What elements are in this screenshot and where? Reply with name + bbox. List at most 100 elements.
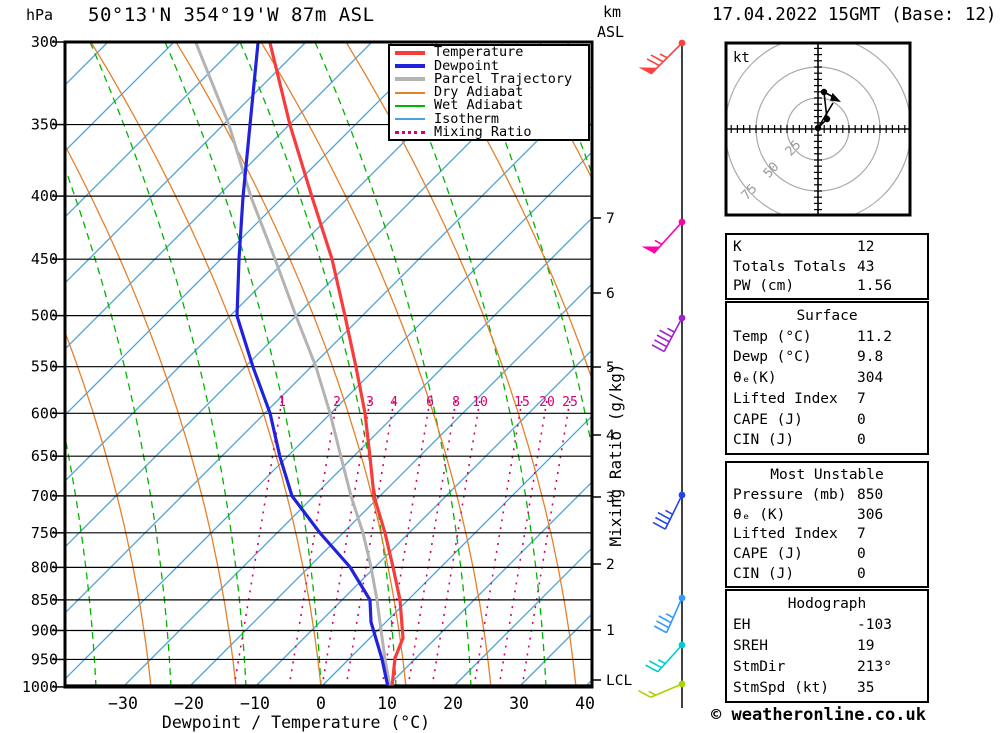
table-row: Pressure (mb) 850 [733, 487, 921, 503]
isotherm-line [254, 350, 591, 687]
row-label: CAPE (J) [733, 546, 803, 563]
temp-tick-label: −20 [174, 694, 204, 713]
table-row: CAPE (J) 0 [733, 412, 921, 428]
legend-item: Isotherm [395, 112, 588, 126]
table-row: Dewp (°C) 9.8 [733, 349, 921, 365]
row-value: 9.8 [857, 349, 884, 366]
temperature-curve [268, 43, 405, 687]
dewpoint-curve [235, 43, 390, 687]
mixing-ratio-value: 10 [472, 395, 488, 410]
hodograph-arrow-head [830, 92, 841, 102]
mixing-ratio-line [498, 399, 548, 687]
table-row: θₑ (K) 306 [733, 507, 921, 523]
isotherm-line [66, 43, 306, 283]
table-title: Surface [796, 307, 858, 324]
mixing-ratio-value: 2 [333, 395, 341, 410]
wet-adiabat-line [239, 43, 397, 687]
km-tick-label: 5 [606, 360, 615, 376]
row-label: CIN (J) [733, 566, 795, 583]
legend-swatch-parcel-trajectory [395, 77, 425, 82]
row-label: K [733, 238, 742, 255]
pressure-tick-label: 800 [31, 558, 58, 576]
row-label: θₑ(K) [733, 370, 777, 386]
hodograph-trace-point [814, 124, 822, 132]
isotherm-line [66, 43, 372, 349]
row-value: 306 [857, 506, 884, 523]
pressure-axis-unit: hPa [26, 6, 54, 24]
temperature-axis: −30 −20 −10 0 10 20 30 40 Dewpoint / Temperature… [108, 694, 595, 732]
row-value: 850 [857, 486, 884, 503]
row-label: Lifted Index [733, 390, 838, 407]
row-value: 7 [857, 526, 866, 543]
row-value: 19 [857, 638, 875, 654]
temp-axis-title: Dewpoint / Temperature (°C) [162, 713, 430, 732]
altitude-unit-km: km [603, 3, 622, 21]
temp-tick-label: 20 [443, 694, 463, 713]
dry-adiabat-line [260, 43, 492, 687]
row-label: PW (cm) [733, 278, 795, 295]
mixing-ratio-line [233, 399, 283, 687]
dry-adiabat-line [66, 333, 152, 687]
legend-label: Dewpoint [434, 57, 500, 74]
km-tick-label: 2 [606, 557, 615, 573]
plot-border [63, 40, 594, 689]
isotherm-line [386, 482, 591, 687]
pressure-tick-label: 400 [31, 187, 58, 205]
temp-tick-label: −30 [108, 694, 138, 713]
row-label: StmSpd (kt) [733, 680, 830, 696]
hodograph-trace-point [823, 115, 831, 123]
legend-label: Temperature [434, 44, 524, 61]
mixing-ratio-line [473, 399, 523, 687]
pressure-tick-label: 500 [31, 307, 58, 325]
legend-label: Mixing Ratio [434, 123, 532, 140]
row-label: Pressure (mb) [733, 486, 847, 503]
sounding-curves [194, 43, 405, 687]
hodograph-table: Hodograph EH -103 SREH 19 StmDir 213° StmSpd (k… [725, 589, 929, 703]
indices-table: K 12 Totals Totals 43 PW (cm) 1.56 [725, 233, 929, 300]
legend-swatch-wet-adiabat [395, 104, 425, 107]
mixing-ratio-value: 4 [390, 395, 398, 410]
row-label: Temp (°C) [733, 328, 812, 345]
temp-tick-label: −10 [240, 694, 270, 713]
mixing-ratio-value: 6 [426, 395, 434, 410]
wind-barb [645, 641, 686, 673]
table-row: StmDir 213° [733, 659, 921, 675]
wind-barb [638, 39, 686, 75]
pressure-tick-label: 550 [31, 358, 58, 376]
mixing-ratio-value: 3 [366, 395, 374, 410]
pressure-axis: 300 350 400 450 500 550 600 650 700 750 800 850 900 9… [22, 33, 65, 696]
pressure-tick-label: 300 [31, 33, 58, 51]
hodograph-border [724, 41, 912, 217]
pressure-tick-label: 900 [31, 621, 58, 639]
surface-table: Surface Temp (°C) 11.2 Dewp (°C) 9.8 θₑ(K) 304… [725, 301, 929, 455]
km-tick-label: 6 [606, 286, 615, 302]
km-tick-label: 7 [606, 211, 615, 227]
row-value: 0 [857, 566, 866, 583]
row-value: 35 [857, 680, 875, 696]
km-tick-label: 1 [606, 623, 615, 639]
isotherm-line [66, 152, 591, 679]
hodograph-trace-point [820, 88, 828, 96]
dry-adiabat-line [175, 43, 407, 687]
wet-adiabat-line [66, 169, 172, 687]
pressure-tick-label: 650 [31, 447, 58, 465]
wind-barb [652, 491, 686, 530]
datetime-label: 17.04.2022 15GMT (Base: 12) [712, 5, 997, 25]
legend-label: Wet Adiabat [434, 97, 524, 114]
mixing-ratio-line [321, 399, 371, 687]
isotherm-line [122, 218, 591, 687]
legend-item: Mixing Ratio [395, 123, 588, 140]
temp-tick-label: 0 [316, 694, 326, 713]
wet-adiabat-line [89, 43, 247, 687]
table-row: Totals Totals 43 [733, 259, 921, 275]
row-value: 7 [857, 390, 866, 407]
mixing-ratio-value-labels: 1 2 3 4 6 8 10 15 20 25 [278, 395, 578, 410]
mixing-ratio-line [288, 399, 338, 687]
row-value: 0 [857, 432, 866, 449]
row-label: CAPE (J) [733, 411, 803, 428]
table-row: EH -103 [733, 617, 921, 633]
temp-tick-label: 30 [509, 694, 529, 713]
row-value: 0 [857, 546, 866, 563]
